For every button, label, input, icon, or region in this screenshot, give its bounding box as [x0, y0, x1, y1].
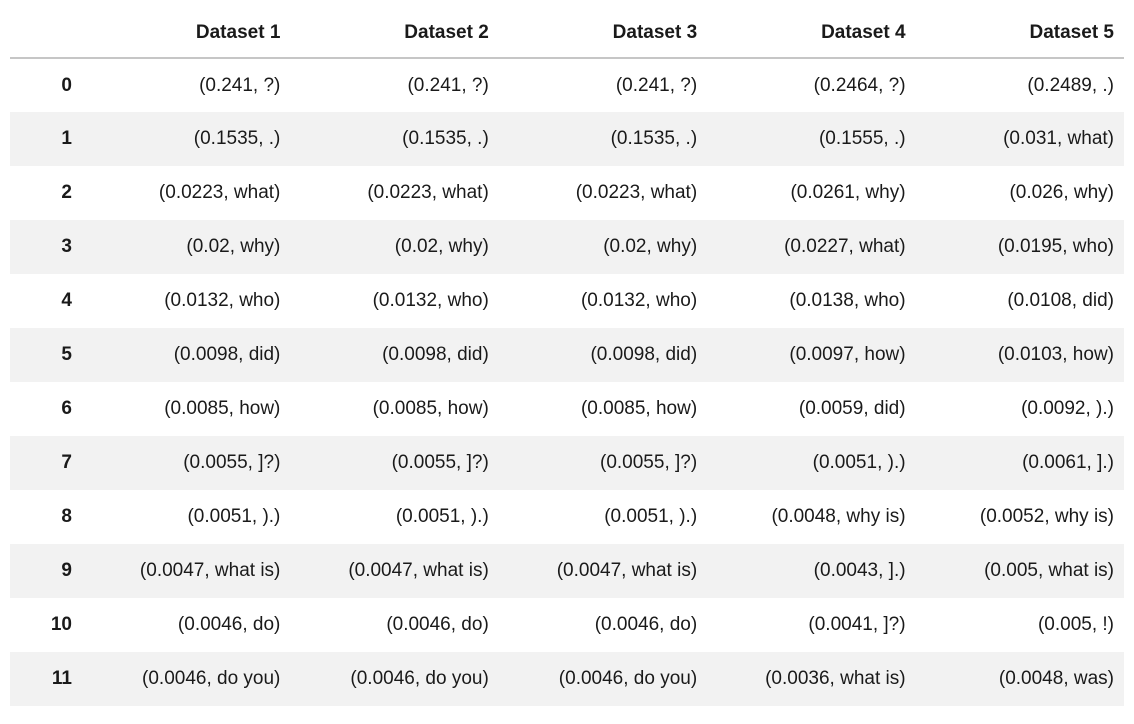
table-cell: (0.0085, how): [372, 398, 489, 419]
table-cell: (0.0055, ]?): [183, 452, 281, 473]
table-cell: (0.031, what): [1003, 128, 1114, 149]
table-cell: (0.0048, why is): [771, 506, 906, 527]
table-cell: (0.0085, how): [580, 398, 698, 419]
table-cell: (0.0227, what): [784, 236, 906, 257]
table-cell: (0.0085, how): [164, 398, 281, 419]
table-cell: (0.1555, .): [818, 128, 906, 149]
table-cell: (0.0103, how): [997, 344, 1114, 365]
row-index: 4: [61, 290, 72, 311]
column-header: Dataset 3: [498, 8, 708, 59]
table-cell: (0.241, ?): [199, 74, 281, 96]
table-cell: (0.0046, do you): [350, 668, 489, 689]
table-cell: (0.0097, how): [789, 344, 906, 365]
table-cell: (0.241, ?): [407, 74, 489, 96]
table-cell: (0.0055, ]?): [600, 452, 698, 473]
row-index: 2: [61, 182, 72, 203]
table-cell: (0.0036, what is): [765, 668, 906, 689]
row-index: 5: [61, 344, 72, 365]
table-cell: (0.0041, ]?): [808, 614, 906, 635]
table-cell: (0.0132, who): [580, 290, 698, 311]
table-row: 2 (0.0223, what) (0.0223, what) (0.0223, wh…: [10, 166, 1124, 220]
table-cell: (0.0043, ].): [813, 560, 906, 581]
table-cell: (0.0138, who): [789, 290, 906, 311]
row-index: 7: [61, 452, 72, 473]
table-cell: (0.02, why): [603, 236, 698, 257]
column-header: Dataset 4: [707, 8, 916, 59]
column-header: Dataset 5: [915, 8, 1124, 59]
header-row: Dataset 1 Dataset 2 Dataset 3 Dataset 4 Data…: [10, 8, 1124, 59]
table-row: 5 (0.0098, did) (0.0098, did) (0.0098, did)…: [10, 328, 1124, 382]
table-cell: (0.02, why): [186, 236, 281, 257]
table-cell: (0.0098, did): [590, 344, 698, 365]
table-cell: (0.2464, ?): [813, 74, 906, 96]
table-cell: (0.0108, did): [1007, 290, 1114, 311]
row-index: 11: [51, 668, 72, 689]
table-cell: (0.0195, who): [997, 236, 1114, 257]
table-cell: (0.0223, what): [158, 182, 281, 203]
table-cell: (0.0046, do): [594, 614, 698, 635]
row-index: 8: [61, 506, 72, 527]
table-cell: (0.1535, .): [193, 128, 281, 149]
table-cell: (0.0092, ).): [1021, 398, 1114, 419]
table-cell: (0.005, what is): [984, 560, 1114, 581]
table-cell: (0.0055, ]?): [391, 452, 489, 473]
table-cell: (0.0047, what is): [348, 560, 489, 581]
row-index: 10: [50, 614, 72, 635]
table-cell: (0.0047, what is): [556, 560, 698, 581]
row-index: 0: [61, 74, 72, 96]
table-cell: (0.0098, did): [382, 344, 489, 365]
table-cell: (0.0051, ).): [395, 506, 489, 527]
table-row: 11 (0.0046, do you) (0.0046, do you) (0.004…: [10, 652, 1124, 706]
table-cell: (0.0132, who): [372, 290, 489, 311]
column-header: Dataset 1: [82, 8, 291, 59]
table-cell: (0.1535, .): [402, 128, 489, 149]
table-row: 4 (0.0132, who) (0.0132, who) (0.0132, who)…: [10, 274, 1124, 328]
table-row: 10 (0.0046, do) (0.0046, do) (0.0046, do) (0…: [10, 598, 1124, 652]
row-index: 6: [61, 398, 72, 419]
table-cell: (0.0052, why is): [979, 506, 1114, 527]
table-header: Dataset 1 Dataset 2 Dataset 3 Dataset 4 Data…: [10, 8, 1124, 59]
table-row: 0 (0.241, ?) (0.241, ?) (0.241, ?) (0.2464, …: [10, 58, 1124, 112]
table-cell: (0.0047, what is): [139, 560, 281, 581]
table-cell: (0.0223, what): [575, 182, 698, 203]
table-cell: (0.0051, ).): [604, 506, 698, 527]
table-cell: (0.0048, was): [998, 668, 1114, 689]
table-cell: (0.0223, what): [367, 182, 489, 203]
table-cell: (0.0046, do): [386, 614, 489, 635]
table-cell: (0.0051, ).): [187, 506, 281, 527]
table-cell: (0.0132, who): [164, 290, 281, 311]
table-row: 8 (0.0051, ).) (0.0051, ).) (0.0051, ).) (0.…: [10, 490, 1124, 544]
table-cell: (0.0046, do you): [142, 668, 281, 689]
table-row: 7 (0.0055, ]?) (0.0055, ]?) (0.0055, ]?) (0.…: [10, 436, 1124, 490]
table-cell: (0.2489, .): [1027, 74, 1114, 96]
table-cell: (0.0059, did): [798, 398, 906, 419]
table-cell: (0.0061, ].): [1022, 452, 1114, 473]
table-row: 1 (0.1535, .) (0.1535, .) (0.1535, .) (0.155…: [10, 112, 1124, 166]
table-cell: (0.026, why): [1009, 182, 1114, 203]
table-cell: (0.1535, .): [610, 128, 698, 149]
table-cell: (0.0098, did): [173, 344, 281, 365]
row-index: 9: [61, 560, 72, 581]
table-cell: (0.0051, ).): [812, 452, 906, 473]
table-cell: (0.005, !): [1037, 614, 1114, 635]
table-cell: (0.241, ?): [615, 74, 698, 96]
table-cell: (0.0261, why): [790, 182, 906, 203]
table-row: 3 (0.02, why) (0.02, why) (0.02, why) (0.022…: [10, 220, 1124, 274]
column-header: Dataset 2: [290, 8, 499, 59]
table-row: 6 (0.0085, how) (0.0085, how) (0.0085, how)…: [10, 382, 1124, 436]
table-cell: (0.0046, do you): [558, 668, 698, 689]
row-index: 1: [61, 128, 72, 149]
table-cell: (0.0046, do): [177, 614, 281, 635]
table-body: 0 (0.241, ?) (0.241, ?) (0.241, ?) (0.2464, …: [10, 58, 1124, 706]
table-cell: (0.02, why): [394, 236, 489, 257]
row-index: 3: [61, 236, 72, 257]
table-row: 9 (0.0047, what is) (0.0047, what is) (0.00…: [10, 544, 1124, 598]
corner-cell: [10, 8, 82, 59]
dataframe-table: Dataset 1 Dataset 2 Dataset 3 Dataset 4 Data…: [10, 8, 1124, 706]
